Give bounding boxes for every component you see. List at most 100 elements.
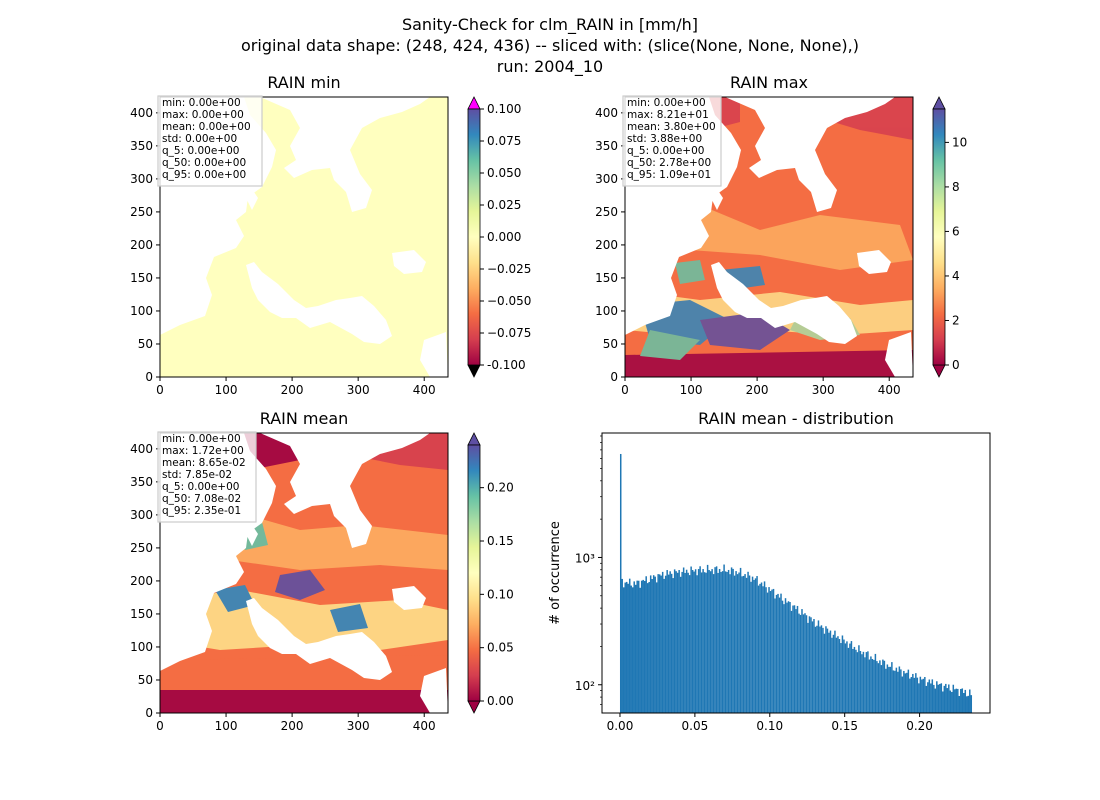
histogram-bar — [870, 656, 872, 713]
colorbar-tick-label: 6 — [952, 224, 960, 238]
histogram-bar — [670, 573, 673, 713]
histogram-bar — [621, 578, 623, 713]
y-tick-label: 100 — [595, 304, 618, 318]
histogram-bar — [748, 575, 751, 713]
histogram-bar — [813, 619, 815, 713]
stats-line: max: 1.72e+00 — [162, 445, 244, 457]
histogram-bar — [681, 571, 683, 713]
x-tick-label: 100 — [680, 383, 703, 397]
histogram-bar — [816, 625, 818, 713]
histogram-bar — [819, 626, 821, 713]
histogram-bar — [636, 580, 638, 713]
histogram-bar — [945, 683, 947, 713]
histogram-bar — [943, 685, 946, 713]
histogram-bar — [666, 570, 668, 713]
figure-title-line-3: run: 2004_10 — [497, 57, 603, 77]
histogram-bar — [795, 609, 797, 713]
histogram-bar — [820, 625, 823, 713]
x-axis-ticks: 0 100 200 300 400 — [156, 377, 436, 397]
colorbar: -0.100 −0.075 −0.050 −0.025 0.000 0.025 0.050 0… — [467, 96, 531, 378]
histogram-bar — [874, 653, 877, 713]
histogram-bar — [646, 583, 649, 713]
histogram-bar — [634, 584, 637, 713]
y-tick-label: 0 — [145, 370, 153, 384]
histogram-bar — [720, 572, 722, 713]
histogram-bar — [840, 643, 842, 713]
histogram-bar — [784, 598, 787, 713]
histogram-bar — [624, 582, 626, 713]
y-tick-label: 50 — [138, 673, 153, 687]
stats-line: mean: 8.65e-02 — [162, 457, 246, 469]
histogram-bar — [912, 673, 914, 713]
stats-line: q_5: 0.00e+00 — [627, 145, 704, 157]
histogram-bar — [949, 690, 952, 713]
histogram-bar — [867, 651, 869, 713]
histogram-bar — [696, 575, 698, 713]
histogram-bar — [715, 566, 718, 713]
histogram-bar — [742, 575, 745, 713]
y-tick-label: 50 — [138, 337, 153, 351]
histogram-bar — [868, 659, 871, 713]
histogram-bar — [951, 691, 953, 713]
histogram-bar — [712, 574, 715, 713]
histogram-bar — [777, 593, 779, 713]
histogram-bar — [919, 676, 922, 713]
map-image — [160, 97, 448, 377]
y-axis-ticks: 0 50 100 150 200 250 300 350 400 — [595, 106, 625, 384]
histogram-bar — [714, 567, 716, 713]
y-tick-label: 300 — [595, 172, 618, 186]
histogram-bar — [750, 581, 752, 713]
histogram-bar — [693, 571, 695, 713]
histogram-bar — [730, 567, 733, 713]
panel-distribution: RAIN mean - distribution 0.00 0.05 0.10 0.1… — [548, 409, 991, 733]
colorbar: 0 2 4 6 8 10 — [932, 96, 967, 378]
histogram-bar — [708, 570, 710, 713]
histogram-bar — [924, 676, 926, 713]
histogram-bar — [808, 616, 811, 713]
histogram-bar — [844, 643, 847, 713]
colorbar-tick-label: 8 — [952, 180, 960, 194]
colorbar-extend-max — [467, 96, 481, 110]
histogram-bar — [853, 646, 856, 713]
y-tick-label: 300 — [130, 508, 153, 522]
histogram-bar — [910, 677, 913, 713]
histogram-bar — [744, 574, 746, 713]
histogram-bar — [738, 572, 740, 713]
y-tick-label: 350 — [130, 475, 153, 489]
histogram-bar — [913, 677, 916, 713]
histogram-bar — [765, 587, 767, 713]
colorbar-tick-label: −0.025 — [487, 262, 531, 276]
histogram-bar — [916, 677, 919, 713]
histogram-bar — [915, 673, 917, 713]
x-tick-label: 200 — [746, 383, 769, 397]
histogram-bar — [727, 569, 730, 713]
y-tick-label: 400 — [130, 442, 153, 456]
histogram-bar — [882, 659, 884, 713]
histogram-bar — [889, 666, 892, 713]
histogram-bar — [964, 689, 967, 713]
histogram-bar — [745, 577, 748, 713]
stats-line: std: 0.00e+00 — [162, 133, 237, 145]
histogram-bar — [856, 652, 859, 713]
figure-title: Sanity-Check for clm_RAIN in [mm/h] orig… — [241, 15, 859, 77]
colorbar-gradient — [932, 108, 946, 366]
histogram-bar — [687, 572, 689, 713]
histogram-bar — [766, 592, 769, 713]
histogram-bar — [673, 569, 676, 713]
histogram-bar — [697, 569, 700, 713]
stats-line: q_95: 0.00e+00 — [162, 169, 246, 181]
histogram-bar — [864, 657, 866, 713]
histogram-bar — [768, 587, 770, 713]
x-tick-label: 200 — [281, 383, 304, 397]
y-tick-label: 250 — [130, 541, 153, 555]
histogram-bar — [829, 630, 832, 713]
y-tick-label: 0 — [145, 706, 153, 720]
histogram-bar — [901, 676, 904, 713]
histogram-bar — [930, 683, 932, 713]
histogram-bar — [958, 695, 961, 713]
histogram-bar — [877, 663, 880, 713]
